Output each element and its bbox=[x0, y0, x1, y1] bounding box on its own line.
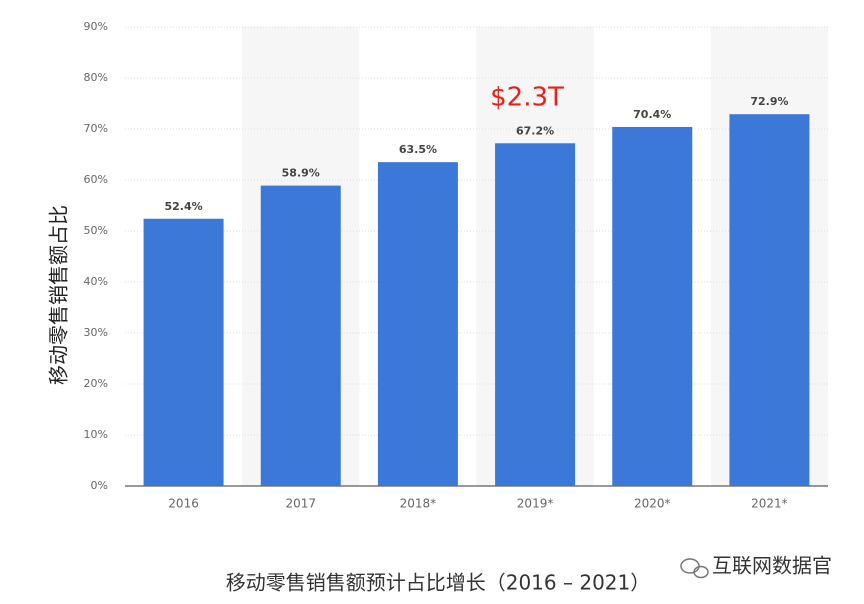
x-tick-label: 2021* bbox=[751, 497, 788, 511]
value-label: 58.9% bbox=[282, 167, 320, 180]
x-tick-label: 2017 bbox=[285, 497, 316, 511]
x-tick-label: 2020* bbox=[634, 497, 671, 511]
bar bbox=[377, 162, 458, 486]
y-tick-label: 30% bbox=[84, 326, 108, 339]
y-tick-label: 50% bbox=[84, 224, 108, 237]
x-tick-label: 2018* bbox=[400, 497, 437, 511]
x-tick-label: 2019* bbox=[517, 497, 554, 511]
y-tick-label: 20% bbox=[84, 377, 108, 390]
annotation: $2.3T bbox=[490, 83, 564, 113]
bar bbox=[495, 143, 576, 486]
value-label: 67.2% bbox=[516, 124, 554, 137]
y-tick-label: 90% bbox=[84, 20, 108, 33]
bar bbox=[729, 114, 810, 487]
value-label: 63.5% bbox=[399, 143, 437, 156]
bar bbox=[260, 185, 341, 487]
y-tick-label: 40% bbox=[84, 275, 108, 288]
value-label: 72.9% bbox=[750, 95, 788, 108]
value-label: 52.4% bbox=[164, 200, 202, 213]
bar bbox=[143, 218, 224, 486]
y-tick-label: 80% bbox=[84, 71, 108, 84]
watermark: 互联网数据官 bbox=[712, 554, 832, 578]
y-tick-label: 70% bbox=[84, 122, 108, 135]
x-tick-label: 2016 bbox=[168, 497, 199, 511]
watermark-icon bbox=[680, 558, 709, 579]
y-tick-label: 0% bbox=[91, 479, 108, 492]
y-tick-label: 10% bbox=[84, 428, 108, 441]
y-axis-label: 移动零售销售额占比 bbox=[47, 205, 71, 385]
y-tick-label: 60% bbox=[84, 173, 108, 186]
value-label: 70.4% bbox=[633, 108, 671, 121]
chart-caption: 移动零售销售额预计占比增长（2016 – 2021） bbox=[226, 571, 651, 595]
bar bbox=[612, 126, 693, 487]
